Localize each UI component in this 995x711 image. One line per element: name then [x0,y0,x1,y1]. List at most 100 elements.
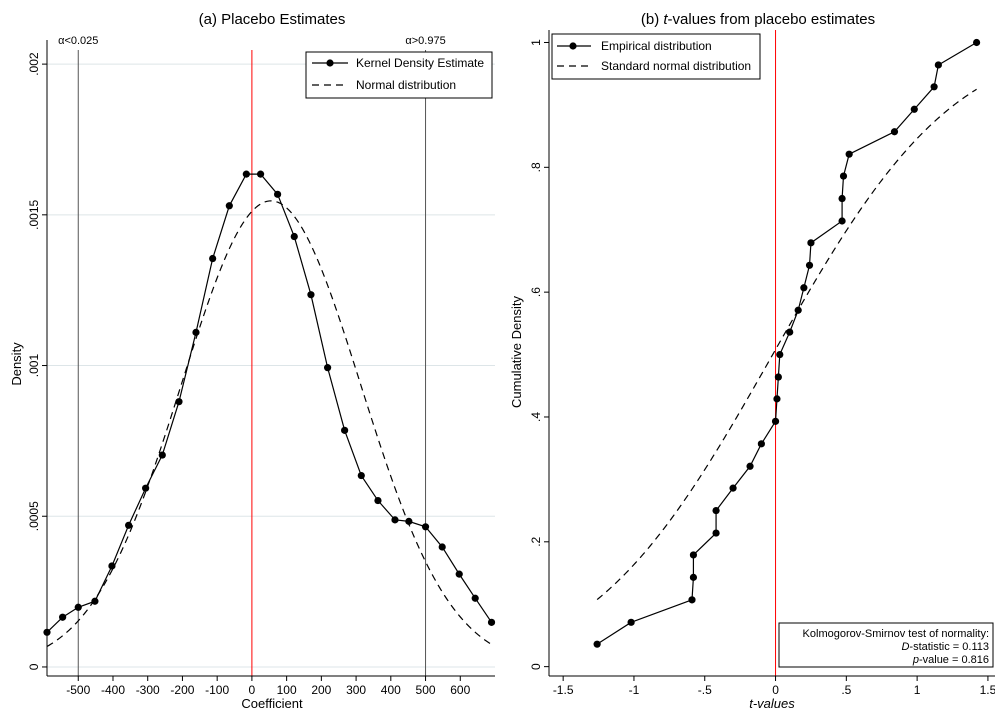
empirical-distribution-point [688,596,696,604]
panel-a-x-tick-label: -200 [170,683,194,697]
legend-kde-label: Kernel Density Estimate [356,56,484,70]
panel-a-title: (a) Placebo Estimates [199,11,346,28]
panel-a-y-tick-label: .0005 [27,501,41,531]
kernel-density-point [405,517,413,525]
panel-b-y-tick-label: .8 [529,162,543,172]
panel-b-legend-box [551,33,761,80]
panel-b-y-tick-label: 0 [529,663,543,670]
panel-a-y-tick-label: .001 [27,354,41,378]
empirical-distribution-point [805,261,814,269]
ks-test-p-value: p-value = 0.816 [912,654,989,666]
ks-test-d-statistic: D-statistic = 0.113 [901,641,989,653]
empirical-distribution-point [839,172,848,180]
panel-b-y-tick-label: 1 [529,39,543,46]
panel-b-legend: Empirical distribution Standard normal d… [551,33,761,80]
empirical-distribution-point [627,618,635,626]
panel-a-y-tick-label: .0015 [27,199,41,229]
kernel-density-point [158,451,166,459]
panel-a-y-tick-label: 0 [27,663,41,670]
panel-b-y-axis-label: Cumulative Density [509,296,524,408]
kernel-density-point [290,232,298,241]
empirical-distribution-point [776,350,784,359]
legend-empirical-label: Empirical distribution [601,39,712,53]
kernel-density-point [192,328,200,336]
panel-b-y-tick-label: .2 [529,536,543,546]
empirical-distribution-point [689,573,698,581]
legend-empirical-marker [569,42,577,50]
ks-test-annotation: Kolmogorov-Smirnov test of normality: D-… [778,622,994,668]
kernel-density-point [374,496,382,505]
empirical-distribution-point [910,105,918,113]
empirical-distribution-point [774,373,782,381]
ks-test-heading: Kolmogorov-Smirnov test of normality: [803,628,989,640]
kernel-density-point [59,613,67,621]
normal-distribution-curve [46,200,492,647]
ks-test-box [778,622,994,668]
panel-b-axes: 0 .2 .4 .6 .8 1 -1.5 -1 -.5 0 .5 1 1.5 [529,30,995,697]
kernel-density-point [487,618,496,626]
kernel-density-point [256,170,265,178]
empirical-distribution-point [838,194,846,203]
kernel-density-point [438,543,446,551]
panel-b-y-tick-label: .6 [529,287,543,297]
panel-a-y-axis-label: Density [9,342,24,386]
panel-b-x-tick-label: 0 [772,683,779,697]
empirical-distribution-point [771,417,780,425]
panel-b-x-tick-label: .5 [841,683,851,697]
empirical-distribution-point [712,506,720,515]
empirical-distribution-point [972,38,981,47]
kernel-density-point [455,570,463,578]
empirical-distribution-point [593,640,601,648]
kernel-density-point [74,603,82,611]
panel-a-x-tick-label: 400 [381,683,401,697]
empirical-distribution-point [930,83,938,91]
panel-a-x-tick-label: -100 [205,683,229,697]
panel-a-axes: 0 .0005 .001 .0015 .002 -500 -400 -300 -200 -100 0… [27,40,495,697]
empirical-distribution-point [934,61,942,69]
empirical-distribution-point [800,284,808,292]
kernel-density-point [91,597,99,605]
kernel-density-point [273,190,282,198]
empirical-distribution-point [807,239,815,247]
panel-a-x-axis-label: Coefficient [241,696,303,711]
panel-a-series [43,170,496,647]
kernel-density-point [421,523,430,531]
panel-b: (b) t-values from placebo estimates 0 .2.… [509,11,995,711]
kernel-density-point [108,562,116,570]
panel-b-x-tick-label: -1.5 [553,683,574,697]
empirical-distribution-point [838,217,846,225]
kernel-density-point [391,516,399,524]
panel-a-legend-box [305,51,493,99]
panel-a-x-tick-label: -400 [101,683,125,697]
panel-b-x-tick-label: 1 [914,683,921,697]
panel-b-y-tick-label: .4 [529,412,543,422]
panel-a-x-tick-label: -500 [66,683,90,697]
legend-kde-marker [326,59,334,67]
panel-b-title: (b) t-values from placebo estimates [641,11,875,28]
panel-a-legend: Kernel Density Estimate Normal distribut… [305,51,493,99]
legend-normal-label: Normal distribution [356,78,456,92]
empirical-distribution-point [845,150,853,158]
kernel-density-point [209,254,217,263]
panel-a-x-tick-label: -300 [136,683,160,697]
legend-standard-normal-label: Standard normal distribution [601,59,751,73]
panel-b-series [593,38,981,648]
panel-a-x-tick-label: 100 [277,683,297,697]
panel-a-reference-line-label: α<0.025 [58,35,98,47]
empirical-distribution-point [729,484,737,492]
standard-normal-cdf-curve [596,88,977,601]
kernel-density-point [242,170,250,178]
panel-a-x-tick-label: 500 [416,683,436,697]
kernel-density-point [471,594,479,602]
kernel-density-line [46,173,493,633]
panel-b-x-tick-label: -1 [629,683,640,697]
kernel-density-point [341,426,349,434]
kernel-density-point [175,398,183,406]
panel-a-x-tick-label: 300 [346,683,366,697]
kernel-density-point [142,484,150,492]
panel-a-y-tick-label: .002 [27,52,41,76]
panel-a-grid [47,63,495,668]
panel-a: (a) Placebo Estimates α<0.025 α>0.975 0 .0… [9,11,496,711]
empirical-distribution-point [712,529,720,537]
